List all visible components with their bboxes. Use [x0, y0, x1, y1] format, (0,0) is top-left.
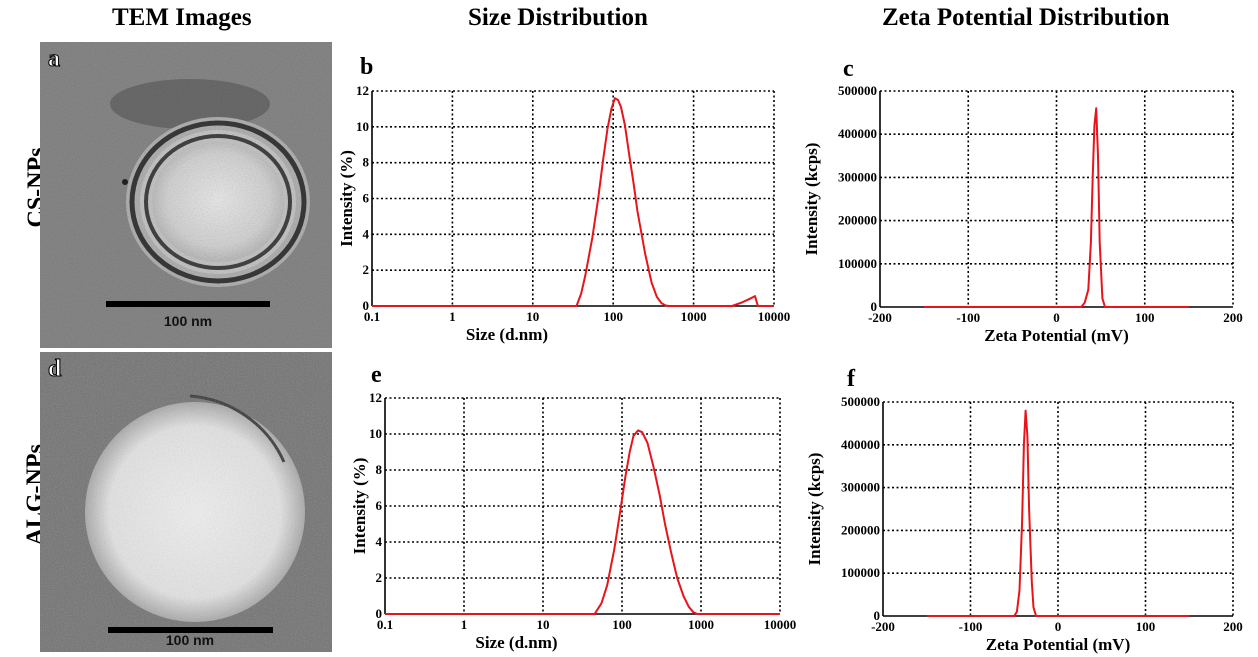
panel-letter-a: a — [48, 46, 60, 72]
y-tick-label: 200000 — [838, 213, 877, 228]
y-tick-label: 0 — [874, 608, 881, 623]
x-tick-label: 1 — [461, 617, 468, 632]
x-tick-label: 1000 — [681, 309, 707, 324]
x-tick-label: 100 — [603, 309, 623, 324]
panel-letter-b: b — [360, 54, 373, 80]
x-tick-label: 10000 — [758, 309, 791, 324]
x-tick-label: 1000 — [688, 617, 714, 632]
y-axis-label: Intensity (%) — [337, 150, 356, 247]
y-tick-label: 6 — [363, 191, 370, 206]
chart-e: 0.1 1 10 100 1000 10000 0 2 4 6 8 10 12 Size (d.nm) In… — [350, 362, 796, 652]
panel-letter-c: c — [843, 56, 854, 82]
x-tick-label: 0 — [1055, 619, 1062, 634]
y-tick-label: 6 — [376, 498, 383, 513]
y-tick-label: 12 — [356, 83, 369, 98]
chart-b: 0.1 1 10 100 1000 10000 0 2 4 6 8 10 12 Size (d.nm) In… — [337, 54, 790, 344]
y-tick-label: 4 — [376, 534, 383, 549]
x-tick-label: -100 — [956, 310, 980, 325]
y-tick-label: 500000 — [838, 83, 877, 98]
y-tick-label: 400000 — [841, 437, 880, 452]
y-tick-label: 0 — [363, 298, 370, 313]
y-tick-label: 100000 — [841, 565, 880, 580]
panel-letter-e: e — [371, 362, 382, 388]
x-tick-label: 10 — [537, 617, 550, 632]
y-tick-label: 4 — [363, 226, 370, 241]
series-line-c — [924, 107, 1189, 308]
x-tick-label: 100 — [1135, 310, 1155, 325]
x-tick-label: -100 — [959, 619, 983, 634]
y-tick-label: 8 — [376, 462, 383, 477]
x-tick-label: 1 — [449, 309, 456, 324]
y-axis-label: Intensity (%) — [350, 458, 369, 555]
y-tick-label: 100000 — [838, 256, 877, 271]
scale-bar-label-d: 100 nm — [166, 632, 214, 648]
y-tick-label: 0 — [376, 606, 383, 621]
x-tick-label: 10 — [526, 309, 539, 324]
chart-c: -200 -100 0 100 200 0 100000 200000 300000 400000… — [802, 56, 1243, 345]
series-line-b — [372, 97, 774, 307]
y-tick-label: 0 — [871, 299, 878, 314]
y-tick-label: 2 — [376, 570, 383, 585]
tem-image-cs-nps: 100 nm a — [40, 42, 332, 348]
y-tick-label: 300000 — [841, 480, 880, 495]
chart-f: -200 -100 0 100 200 0 100000 200000 300000 400000… — [805, 366, 1243, 654]
y-tick-label: 8 — [363, 155, 370, 170]
x-tick-label: -200 — [868, 310, 892, 325]
series-line-f — [926, 409, 1190, 617]
y-tick-label: 10 — [356, 119, 369, 134]
y-tick-label: 10 — [369, 426, 382, 441]
x-tick-label: 0 — [1053, 310, 1060, 325]
y-tick-label: 200000 — [841, 522, 880, 537]
x-tick-label: 10000 — [764, 617, 797, 632]
header-size-distribution: Size Distribution — [468, 4, 648, 31]
y-tick-label: 400000 — [838, 126, 877, 141]
y-tick-label: 300000 — [838, 169, 877, 184]
y-axis-label: Intensity (kcps) — [802, 143, 821, 256]
x-axis-label: Size (d.nm) — [466, 325, 548, 344]
x-tick-label: 200 — [1223, 310, 1243, 325]
x-tick-label: -200 — [871, 619, 895, 634]
series-line-e — [385, 429, 780, 615]
x-axis-label: Size (d.nm) — [475, 633, 557, 652]
tem-image-alg-nps: 100 nm d — [40, 352, 332, 652]
x-axis-label: Zeta Potential (mV) — [986, 635, 1130, 654]
x-tick-label: 0.1 — [364, 309, 380, 324]
panel-letter-f: f — [847, 366, 856, 392]
header-tem-images: TEM Images — [112, 4, 252, 31]
y-tick-label: 12 — [369, 390, 382, 405]
x-tick-label: 0.1 — [377, 617, 393, 632]
y-tick-label: 2 — [363, 262, 370, 277]
scale-bar-label-a: 100 nm — [164, 313, 212, 329]
y-axis-label: Intensity (kcps) — [805, 453, 824, 566]
x-tick-label: 200 — [1223, 619, 1243, 634]
x-tick-label: 100 — [1136, 619, 1156, 634]
x-axis-label: Zeta Potential (mV) — [984, 326, 1128, 345]
x-tick-label: 100 — [612, 617, 632, 632]
header-zeta-distribution: Zeta Potential Distribution — [882, 4, 1170, 31]
y-tick-label: 500000 — [841, 394, 880, 409]
panel-letter-d: d — [48, 356, 62, 382]
